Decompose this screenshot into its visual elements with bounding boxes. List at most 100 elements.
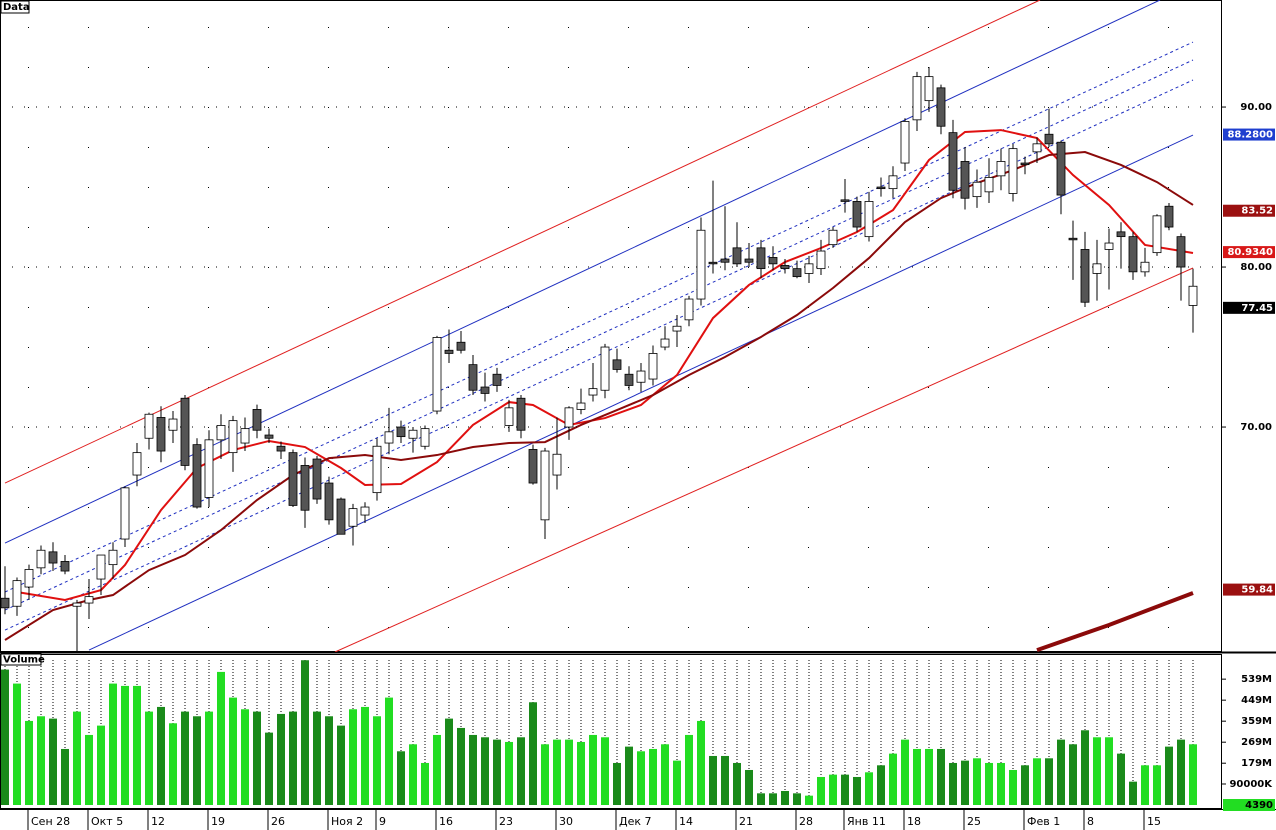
volume-bar <box>601 737 609 805</box>
volume-bar <box>1093 737 1101 805</box>
candle-body <box>252 409 262 431</box>
volume-bar <box>1045 758 1053 805</box>
volume-bar <box>181 711 189 805</box>
candle-body <box>708 261 718 265</box>
volume-bar <box>517 737 525 805</box>
candle-body <box>852 201 862 228</box>
volume-bar <box>1069 744 1077 805</box>
volume-bar <box>925 748 933 805</box>
volume-bar <box>697 720 705 805</box>
candle-body <box>540 450 550 521</box>
v-tick-label: 539M <box>1241 674 1272 685</box>
volume-bar <box>217 671 225 805</box>
title-box <box>0 0 30 14</box>
volume-bar <box>421 762 429 805</box>
candle-body <box>204 439 214 498</box>
volume-bar <box>85 734 93 805</box>
candle-body <box>900 121 910 164</box>
volume-bar <box>1105 737 1113 805</box>
volume-bar <box>613 762 621 805</box>
volume-bar <box>841 774 849 805</box>
volume-bar <box>1033 758 1041 805</box>
x-tick-label: 14 <box>679 815 693 828</box>
candle-body <box>1092 263 1102 274</box>
line <box>4 41 1194 593</box>
volume-bar <box>757 793 765 805</box>
candle-body <box>324 482 334 521</box>
volume-bar <box>1153 765 1161 805</box>
volume-bar <box>649 748 657 805</box>
candle-body <box>1044 133 1054 145</box>
line <box>4 0 1041 484</box>
line <box>334 267 1194 652</box>
price-tag <box>1223 246 1275 259</box>
x-tick-label: 16 <box>439 815 453 828</box>
volume-bar <box>289 711 297 805</box>
volume-bar <box>673 760 681 805</box>
candle-body <box>96 554 106 580</box>
volume-bar <box>721 755 729 805</box>
candle-body <box>984 177 994 193</box>
volume-bar <box>397 751 405 805</box>
candle-body <box>912 76 922 121</box>
candle-body <box>576 402 586 410</box>
x-tick-label: Янв 11 <box>847 815 886 828</box>
x-tick-label: Ноя 2 <box>331 815 363 828</box>
candle-body <box>120 487 130 540</box>
volume-bar <box>817 776 825 805</box>
candle-body <box>864 201 874 238</box>
candle-body <box>108 549 118 566</box>
volume-bar <box>637 751 645 805</box>
volume-bar <box>337 725 345 805</box>
volume-bar <box>805 795 813 805</box>
volume-bar <box>745 769 753 805</box>
volume-bar <box>829 774 837 805</box>
v-tick-label: 449M <box>1241 695 1272 706</box>
line <box>4 59 1194 611</box>
candle-body <box>1056 141 1066 196</box>
volume-bar <box>1177 739 1185 805</box>
candle-body <box>648 353 658 380</box>
volume-bar <box>445 718 453 805</box>
candle-body <box>792 268 802 278</box>
price-tag <box>1223 204 1275 217</box>
volume-bar <box>25 720 33 805</box>
volume-bar <box>157 706 165 805</box>
volume-bar <box>313 711 321 805</box>
candle-body <box>588 388 598 396</box>
volume-bar <box>145 711 153 805</box>
volume-bar <box>1165 746 1173 805</box>
line <box>88 134 1194 651</box>
candle-body <box>1164 205 1174 228</box>
candle-body <box>144 413 154 439</box>
x-tick-label: 26 <box>271 815 285 828</box>
candle-body <box>744 258 754 263</box>
candle-body <box>516 397 526 431</box>
x-tick-label: 18 <box>907 815 921 828</box>
volume-bar <box>961 760 969 805</box>
volume-bar <box>505 741 513 805</box>
candle-body <box>1140 261 1150 273</box>
candle-body <box>384 431 394 444</box>
volume-frame <box>0 654 1222 809</box>
candle-body <box>372 445 382 494</box>
candle-body <box>684 298 694 321</box>
volume-bar <box>97 725 105 805</box>
x-tick-label: 9 <box>379 815 386 828</box>
price-tag-label: 59.84 <box>1241 585 1273 596</box>
y-tick-label: 90.00 <box>1240 102 1272 113</box>
volume-bar <box>565 739 573 805</box>
candle-body <box>72 602 82 607</box>
candle-body <box>132 452 142 476</box>
volume-bar <box>349 709 357 805</box>
candle-body <box>36 549 46 569</box>
volume-bar <box>625 746 633 805</box>
x-tick-label: 19 <box>211 815 225 828</box>
chart-title: Data <box>3 2 30 13</box>
volume-bar <box>853 776 861 805</box>
candle-body <box>624 373 634 386</box>
x-tick-label: 12 <box>151 815 165 828</box>
volume-bar <box>229 697 237 805</box>
candle-body <box>336 498 346 535</box>
volume-bar <box>577 741 585 805</box>
